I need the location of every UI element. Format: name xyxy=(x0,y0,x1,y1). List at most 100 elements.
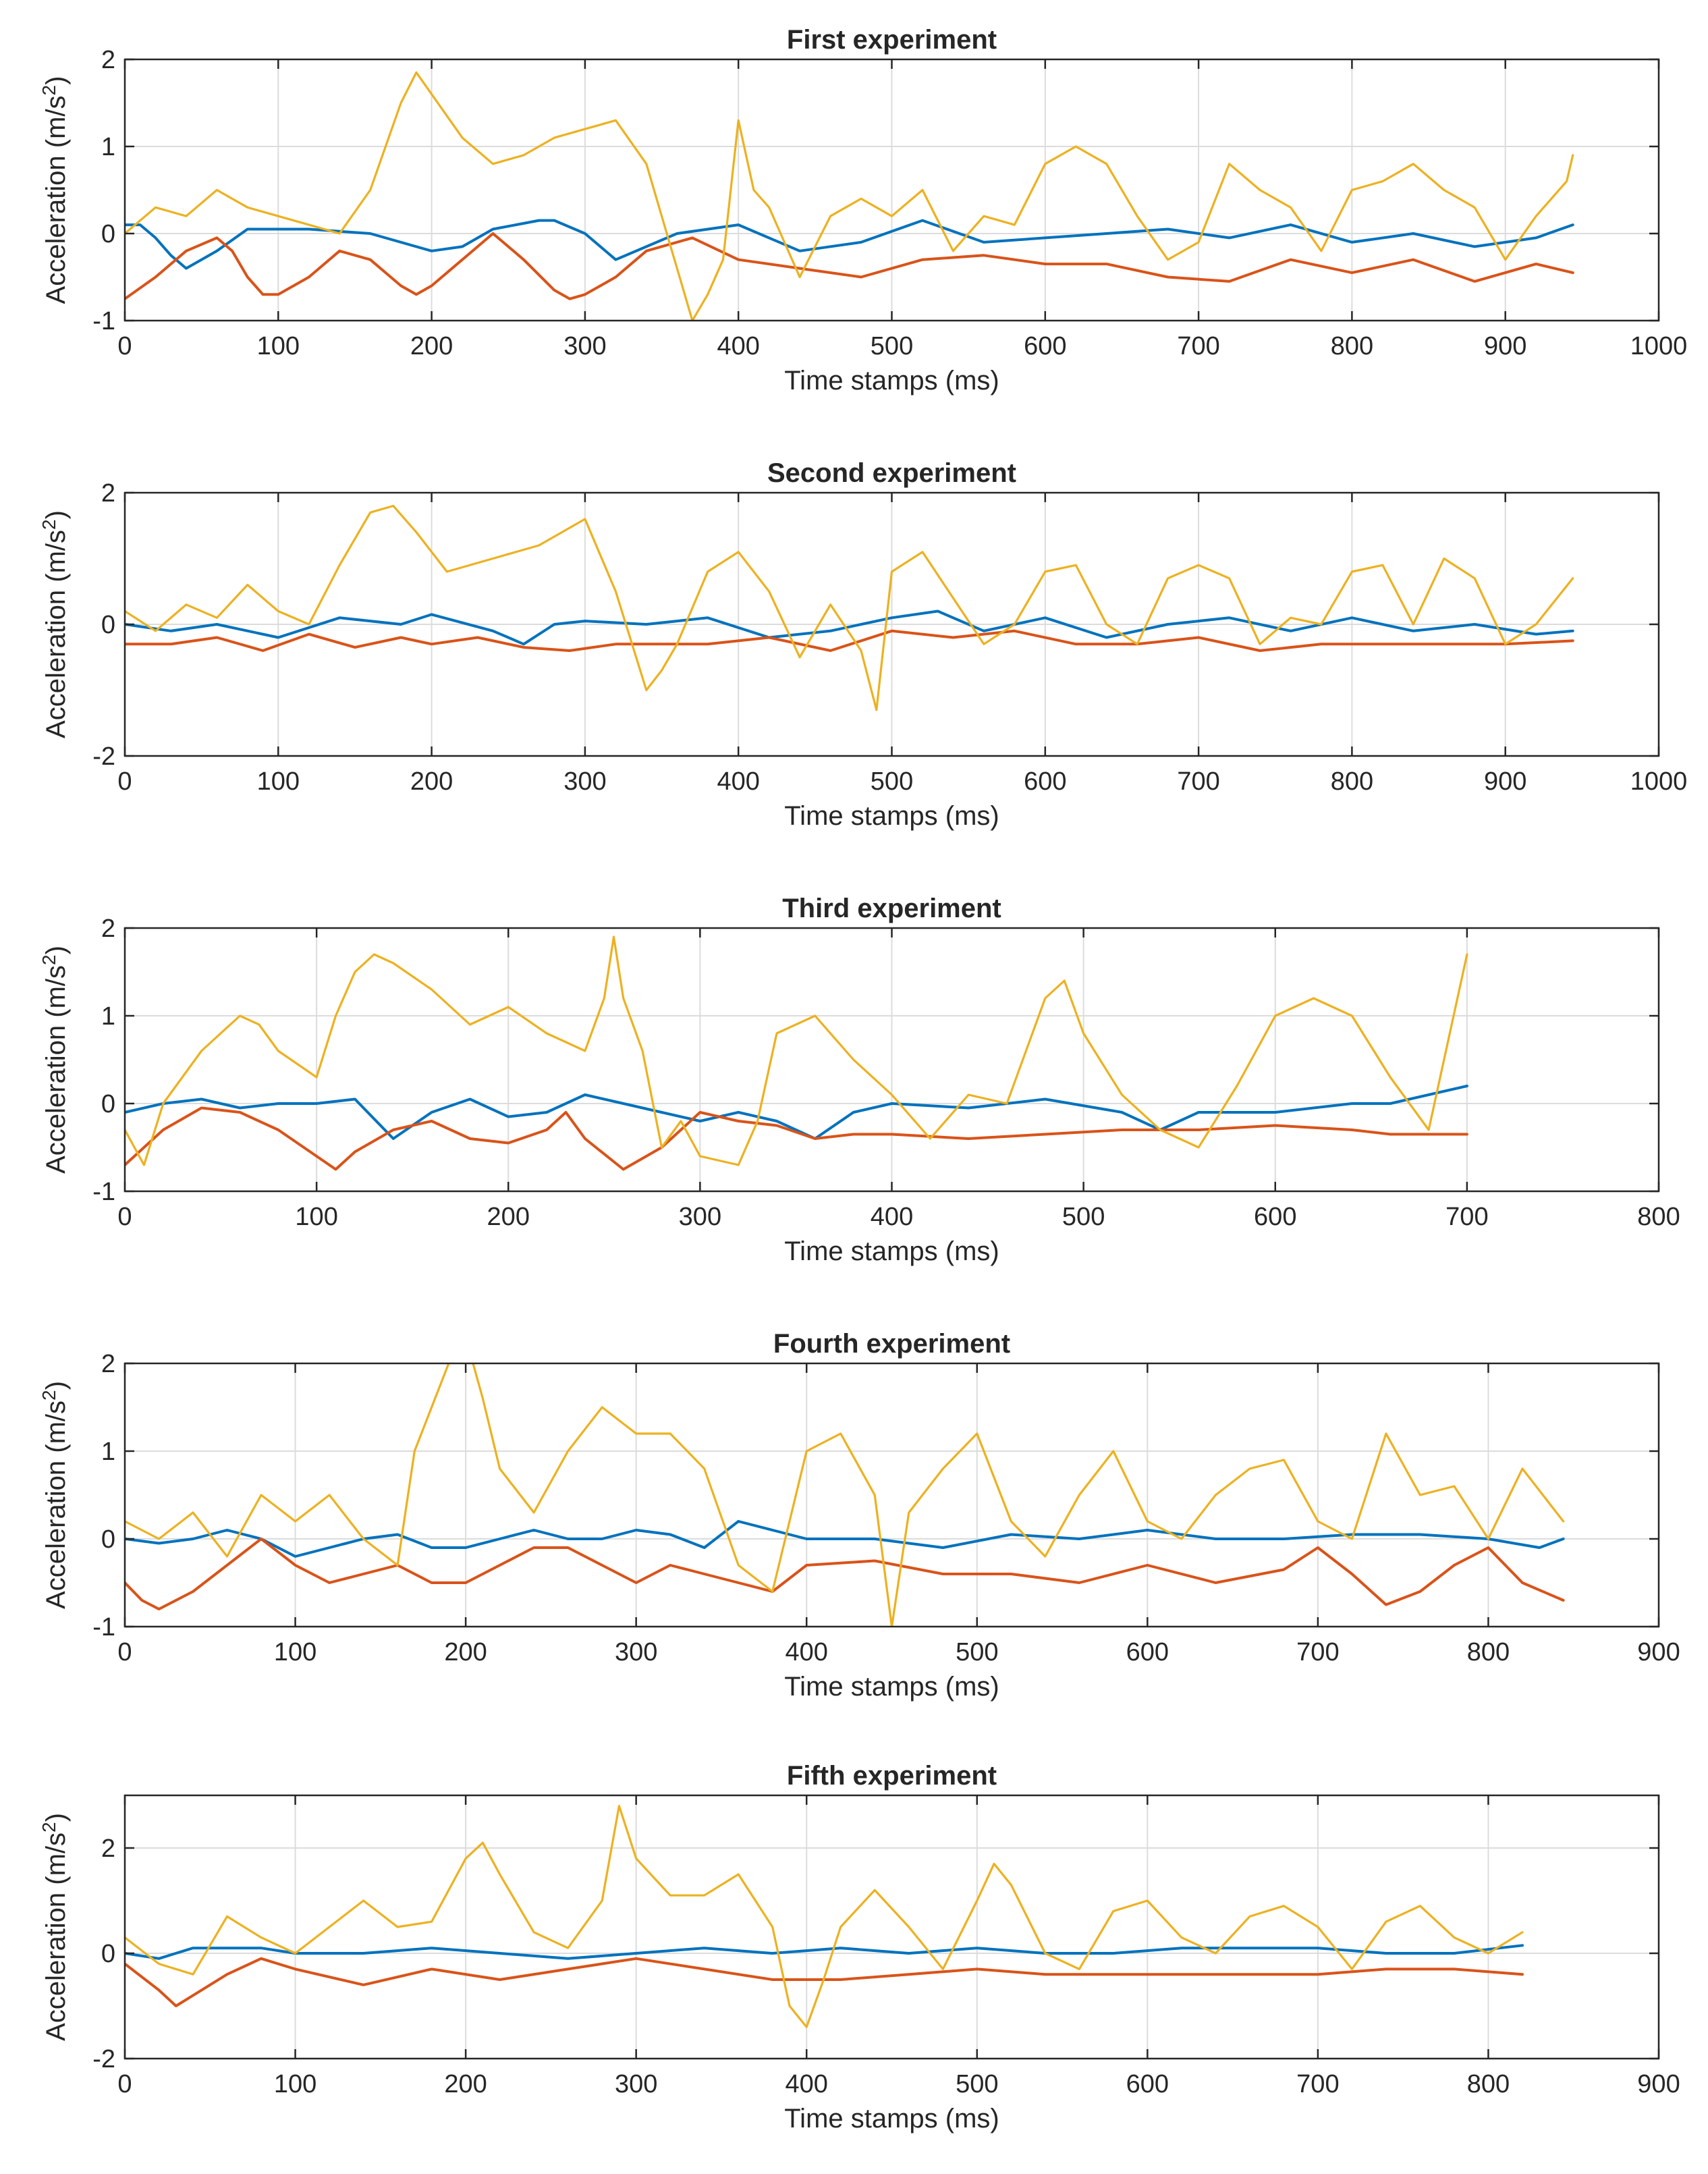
x-axis-label: Time stamps (ms) xyxy=(784,366,999,396)
y-tick-label: 2 xyxy=(101,46,115,74)
x-tick-label: 800 xyxy=(1331,767,1373,796)
x-tick-label: 0 xyxy=(117,2070,132,2098)
x-tick-label: 200 xyxy=(444,1638,487,1666)
y-tick-label: -2 xyxy=(92,2045,115,2073)
x-tick-label: 700 xyxy=(1296,1638,1339,1666)
x-tick-label: 400 xyxy=(871,1203,913,1231)
series-line-blue xyxy=(125,1085,1468,1140)
x-tick-label: 600 xyxy=(1024,332,1066,360)
x-tick-label: 500 xyxy=(871,332,913,360)
chart-title: Fifth experiment xyxy=(787,1761,997,1791)
x-axis-label: Time stamps (ms) xyxy=(784,2104,999,2134)
x-tick-label: 400 xyxy=(717,767,759,796)
x-tick-label: 300 xyxy=(679,1203,721,1231)
y-axis-label: Acceleration (m/s2) xyxy=(38,510,71,738)
x-tick-label: 100 xyxy=(257,767,300,796)
x-tick-label: 0 xyxy=(117,1203,132,1231)
x-tick-label: 200 xyxy=(444,2070,487,2098)
plot-area xyxy=(125,1363,1659,1627)
series-line-blue xyxy=(125,1944,1524,1960)
x-tick-label: 500 xyxy=(956,1638,998,1666)
axes-frame xyxy=(123,1362,1660,1628)
y-tick-label: -1 xyxy=(92,1178,115,1206)
series-line-blue xyxy=(125,1520,1565,1558)
x-tick-label: 300 xyxy=(563,767,606,796)
x-tick-label: 600 xyxy=(1126,2070,1169,2098)
y-tick-label: 1 xyxy=(101,133,115,161)
y-tick-label: -1 xyxy=(92,307,115,335)
x-tick-label: 800 xyxy=(1467,2070,1510,2098)
x-tick-label: 900 xyxy=(1484,332,1526,360)
x-tick-label: 0 xyxy=(117,767,132,796)
y-axis-label: Acceleration (m/s2) xyxy=(38,76,71,304)
x-tick-label: 700 xyxy=(1177,767,1219,796)
x-tick-label: 500 xyxy=(956,2070,998,2098)
x-tick-label: 100 xyxy=(274,2070,316,2098)
series-line-orange xyxy=(125,232,1574,300)
x-tick-label: 300 xyxy=(615,2070,657,2098)
x-tick-label: 400 xyxy=(717,332,759,360)
chart-panel-4: 0 100 200 300 400 500 600 700 800 900-1012Fourth … xyxy=(38,1329,1680,1702)
y-axis-label: Acceleration (m/s2) xyxy=(38,1381,71,1609)
x-tick-label: 700 xyxy=(1445,1203,1488,1231)
y-tick-label: 2 xyxy=(101,1350,115,1378)
x-tick-label: 200 xyxy=(410,332,453,360)
y-tick-label: 1 xyxy=(101,1438,115,1466)
y-tick-label: 2 xyxy=(101,915,115,943)
x-tick-label: 300 xyxy=(563,332,606,360)
x-tick-label: 500 xyxy=(871,767,913,796)
chart-title: First experiment xyxy=(787,25,997,55)
chart-panel-1: 0 100 200 300 400 500 600 700 800 900 1000-1012Fir… xyxy=(38,25,1687,396)
series-line-yellow xyxy=(125,935,1468,1166)
y-tick-label: 0 xyxy=(101,1090,115,1118)
y-tick-label: 0 xyxy=(101,611,115,639)
x-tick-label: 1000 xyxy=(1630,332,1688,360)
series-line-orange xyxy=(125,1957,1524,2007)
y-tick-label: 2 xyxy=(101,479,115,508)
x-tick-label: 200 xyxy=(487,1203,530,1231)
y-tick-label: 0 xyxy=(101,1940,115,1968)
series-line-orange xyxy=(125,1538,1565,1610)
x-tick-label: 800 xyxy=(1637,1203,1680,1231)
axes-frame xyxy=(123,1794,1660,2060)
series-line-yellow xyxy=(125,1363,1565,1627)
x-tick-label: 600 xyxy=(1254,1203,1296,1231)
y-tick-label: -2 xyxy=(92,742,115,771)
x-axis-label: Time stamps (ms) xyxy=(784,1237,999,1266)
x-axis-label: Time stamps (ms) xyxy=(784,1672,999,1702)
series-line-orange xyxy=(125,1106,1468,1171)
x-tick-label: 800 xyxy=(1467,1638,1510,1666)
x-tick-label: 700 xyxy=(1296,2070,1339,2098)
x-tick-label: 1000 xyxy=(1630,767,1688,796)
chart-title: Fourth experiment xyxy=(773,1329,1010,1359)
chart-title: Second experiment xyxy=(767,458,1016,488)
y-tick-label: 0 xyxy=(101,1525,115,1554)
x-tick-label: 900 xyxy=(1637,2070,1680,2098)
series-line-yellow xyxy=(125,504,1574,711)
series-line-orange xyxy=(125,629,1574,652)
y-axis-label: Acceleration (m/s2) xyxy=(38,946,71,1174)
y-tick-label: -1 xyxy=(92,1613,115,1641)
x-tick-label: 800 xyxy=(1331,332,1373,360)
x-tick-label: 600 xyxy=(1126,1638,1169,1666)
x-tick-label: 900 xyxy=(1484,767,1526,796)
chart-panel-2: 0 100 200 300 400 500 600 700 800 900 1000-202Seco… xyxy=(38,458,1687,831)
y-tick-label: 1 xyxy=(101,1002,115,1031)
x-tick-label: 700 xyxy=(1177,332,1219,360)
x-tick-label: 100 xyxy=(274,1638,316,1666)
x-tick-label: 900 xyxy=(1637,1638,1680,1666)
series-line-yellow xyxy=(125,1805,1524,2028)
x-tick-label: 200 xyxy=(410,767,453,796)
x-tick-label: 600 xyxy=(1024,767,1066,796)
y-tick-label: 2 xyxy=(101,1835,115,1863)
x-tick-label: 100 xyxy=(257,332,300,360)
x-tick-label: 300 xyxy=(615,1638,657,1666)
y-axis-label: Acceleration (m/s2) xyxy=(38,1813,71,2041)
x-tick-label: 400 xyxy=(786,2070,828,2098)
series-line-yellow xyxy=(125,71,1574,321)
x-tick-label: 0 xyxy=(117,332,132,360)
x-axis-label: Time stamps (ms) xyxy=(784,801,999,831)
